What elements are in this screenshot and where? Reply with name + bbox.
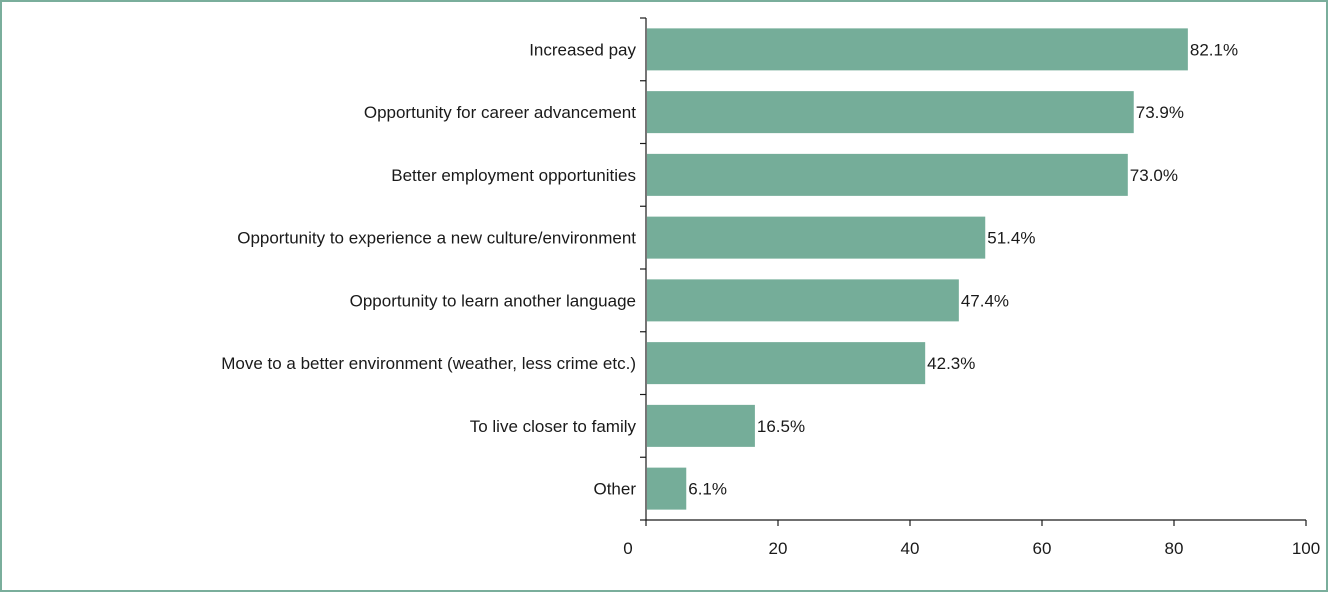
value-label: 6.1%: [688, 480, 727, 499]
category-label: Other: [593, 480, 636, 499]
bar: [647, 467, 687, 510]
category-label: Increased pay: [529, 40, 636, 59]
bar: [647, 91, 1134, 134]
category-label: Opportunity to learn another language: [350, 291, 636, 310]
x-tick-label: 100: [1292, 539, 1320, 558]
category-labels-group: Increased pay Opportunity for career adva…: [221, 40, 636, 498]
value-label: 73.0%: [1130, 166, 1178, 185]
category-label: Move to a better environment (weather, l…: [221, 354, 636, 373]
x-tick-label: 80: [1165, 539, 1184, 558]
value-label: 47.4%: [961, 291, 1009, 310]
category-label: To live closer to family: [470, 417, 637, 436]
value-label: 73.9%: [1136, 103, 1184, 122]
x-tick-label: 60: [1033, 539, 1052, 558]
x-tick-label: 0: [623, 539, 632, 558]
category-label: Opportunity for career advancement: [364, 103, 636, 122]
x-tick-label: 40: [901, 539, 920, 558]
bar: [647, 279, 959, 322]
axes-group: 0 20 40 60 80 100: [623, 17, 1320, 558]
bar: [647, 28, 1188, 71]
value-label: 51.4%: [987, 229, 1035, 248]
x-tick-label: 20: [769, 539, 788, 558]
category-label: Better employment opportunities: [391, 166, 636, 185]
category-label: Opportunity to experience a new culture/…: [237, 229, 636, 248]
value-labels-group: 82.1% 73.9% 73.0% 51.4% 47.4% 42.3% 16.5% 6.1%: [688, 40, 1238, 498]
value-label: 16.5%: [757, 417, 805, 436]
value-label: 42.3%: [927, 354, 975, 373]
bar: [647, 216, 986, 259]
bar: [647, 404, 755, 447]
bar: [647, 342, 926, 385]
bars-group: [647, 28, 1188, 510]
bar: [647, 153, 1128, 196]
value-label: 82.1%: [1190, 40, 1238, 59]
